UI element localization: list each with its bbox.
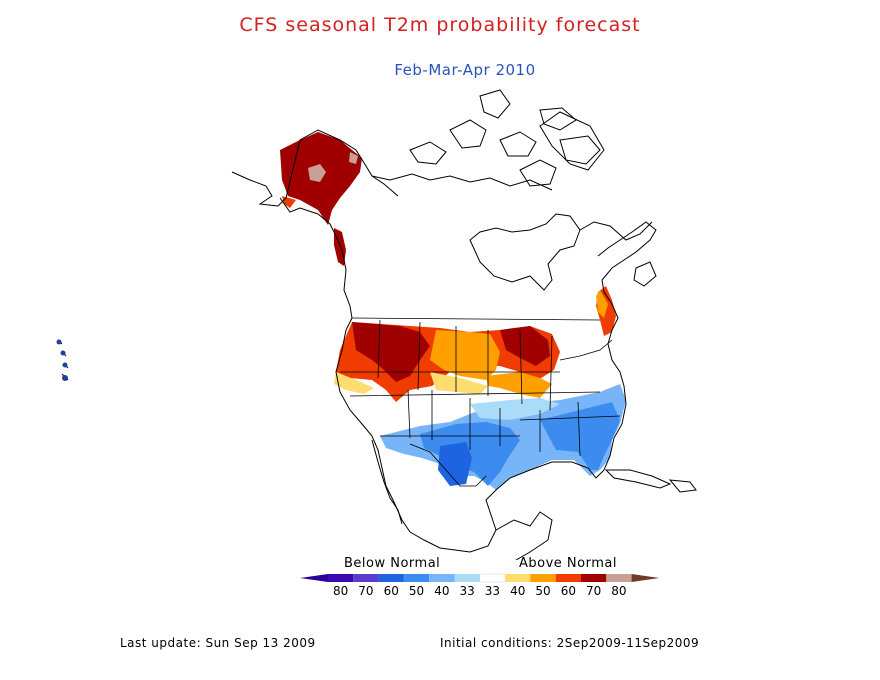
colorbar-bin: [606, 574, 632, 582]
colorbar-bin: [530, 574, 556, 582]
colorbar-tick-label: 40: [434, 584, 449, 598]
colorbar-tick-label: 70: [358, 584, 373, 598]
plains-warm-40: [430, 372, 488, 394]
alaska-warm-region-80: [349, 152, 358, 164]
midwest-warm-50: [430, 330, 500, 380]
colorbar-bin: [328, 574, 354, 582]
colorbar-bin: [555, 574, 581, 582]
colorbar-tick-label: 60: [384, 584, 399, 598]
forecast-shading: [280, 132, 626, 490]
hawaii-islands: [56, 339, 68, 381]
colorbar-tick-label: 33: [460, 584, 475, 598]
colorbar-tick-label: 60: [561, 584, 576, 598]
last-update-text: Last update: Sun Sep 13 2009: [120, 636, 316, 650]
colorbar-low-arrow: [300, 574, 328, 582]
alaska-warm-region-80: [308, 164, 326, 182]
colorbar-bin: [353, 574, 379, 582]
colorbar-high-arrow: [631, 574, 660, 582]
below-normal-label: Below Normal: [344, 556, 441, 571]
colorbar-tick-label: 33: [485, 584, 500, 598]
great-lakes-warm-70: [500, 326, 550, 366]
map-title: CFS seasonal T2m probability forecast: [239, 14, 641, 36]
midwest-warm-50b: [486, 372, 552, 398]
texas-cold-60: [438, 442, 472, 486]
colorbar-bin: [505, 574, 531, 582]
above-normal-label: Above Normal: [519, 556, 617, 571]
new-england-warm-50: [596, 290, 608, 318]
initial-conditions-text: Initial conditions: 2Sep2009-11Sep2009: [440, 636, 700, 650]
central-cold-33: [470, 398, 560, 420]
colorbar-tick-label: 70: [586, 584, 601, 598]
forecast-map: [56, 89, 697, 560]
colorbar-tick-label: 80: [611, 584, 626, 598]
probability-colorbar: 80 70 60 50 40 33 33 40 50 60 70 80: [300, 573, 660, 598]
colorbar-tick-label: 50: [535, 584, 550, 598]
colorbar-tick-label: 80: [333, 584, 348, 598]
northern-us-warm-70: [352, 322, 430, 382]
political-borders: [340, 317, 621, 487]
coastlines: [57, 89, 697, 560]
colorbar-bin: [378, 574, 404, 582]
colorbar-bin: [403, 574, 430, 582]
colorbar-tick-label: 50: [409, 584, 424, 598]
colorbar-bin: [479, 573, 506, 583]
map-subtitle: Feb-Mar-Apr 2010: [394, 61, 536, 79]
colorbar-bin: [581, 574, 607, 582]
colorbar-bin: [429, 574, 455, 582]
southeast-cold-50: [540, 402, 620, 470]
colorbar-tick-label: 40: [510, 584, 525, 598]
southwest-warm-40: [334, 372, 374, 394]
colorbar-bin: [454, 574, 480, 582]
